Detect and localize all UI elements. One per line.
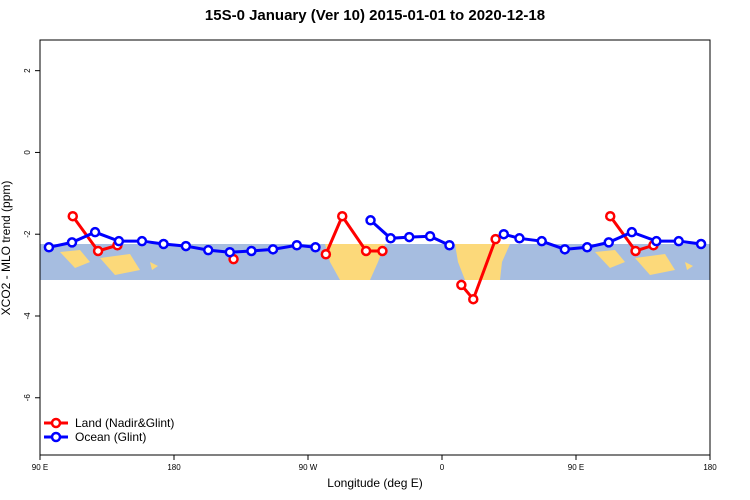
x-tick-label: 180 bbox=[167, 463, 181, 472]
data-point bbox=[604, 210, 616, 222]
x-tick-label: 90 E bbox=[32, 463, 48, 472]
data-point bbox=[403, 231, 415, 243]
data-point bbox=[377, 245, 388, 257]
data-point bbox=[468, 293, 479, 305]
data-point bbox=[158, 238, 169, 250]
data-point bbox=[246, 245, 257, 257]
y-tick-label: -2 bbox=[23, 230, 32, 238]
map-background bbox=[40, 244, 710, 280]
data-point bbox=[651, 235, 662, 247]
data-point bbox=[673, 235, 684, 247]
x-tick-label: 0 bbox=[440, 463, 445, 472]
data-point bbox=[490, 233, 501, 245]
data-point bbox=[536, 235, 548, 247]
y-tick-label: -4 bbox=[23, 312, 32, 320]
data-point bbox=[456, 279, 467, 291]
data-point bbox=[43, 242, 55, 253]
data-point bbox=[310, 242, 321, 253]
data-point bbox=[498, 228, 510, 240]
data-point bbox=[581, 242, 593, 253]
y-axis-label: XCO2 - MLO trend (ppm) bbox=[0, 181, 13, 316]
data-point bbox=[365, 215, 376, 226]
legend-label: Ocean (Glint) bbox=[75, 430, 146, 444]
x-tick-label: 90 W bbox=[299, 463, 318, 472]
data-point bbox=[291, 240, 303, 251]
data-point bbox=[67, 210, 79, 222]
data-point bbox=[424, 231, 436, 242]
data-point bbox=[385, 233, 396, 244]
data-point bbox=[514, 233, 525, 244]
legend-marker bbox=[50, 431, 62, 443]
data-point bbox=[202, 244, 214, 256]
data-point bbox=[267, 244, 279, 255]
data-point bbox=[603, 237, 615, 248]
data-point bbox=[320, 248, 332, 260]
data-point bbox=[626, 226, 638, 238]
data-point bbox=[136, 235, 148, 247]
chart-title: 15S-0 January (Ver 10) 2015-01-01 to 202… bbox=[205, 7, 545, 24]
x-axis-label: Longitude (deg E) bbox=[327, 476, 422, 490]
y-tick-label: 0 bbox=[23, 150, 32, 155]
data-point bbox=[180, 240, 192, 252]
data-point bbox=[336, 210, 348, 222]
legend-marker bbox=[50, 417, 62, 429]
x-tick-label: 90 E bbox=[568, 463, 584, 472]
data-point bbox=[630, 245, 641, 257]
legend-label: Land (Nadir&Glint) bbox=[75, 416, 174, 430]
plot-frame bbox=[39, 39, 711, 456]
data-point bbox=[224, 246, 236, 258]
data-point bbox=[444, 240, 455, 251]
y-tick-label: 2 bbox=[23, 68, 32, 73]
x-tick-label: 180 bbox=[703, 463, 717, 472]
data-point bbox=[559, 244, 571, 255]
data-point bbox=[92, 245, 104, 257]
y-tick-label: -6 bbox=[23, 394, 32, 402]
data-point bbox=[66, 237, 78, 248]
data-point bbox=[89, 226, 101, 238]
data-point bbox=[360, 245, 372, 257]
data-point bbox=[113, 235, 125, 247]
data-point bbox=[695, 238, 707, 250]
